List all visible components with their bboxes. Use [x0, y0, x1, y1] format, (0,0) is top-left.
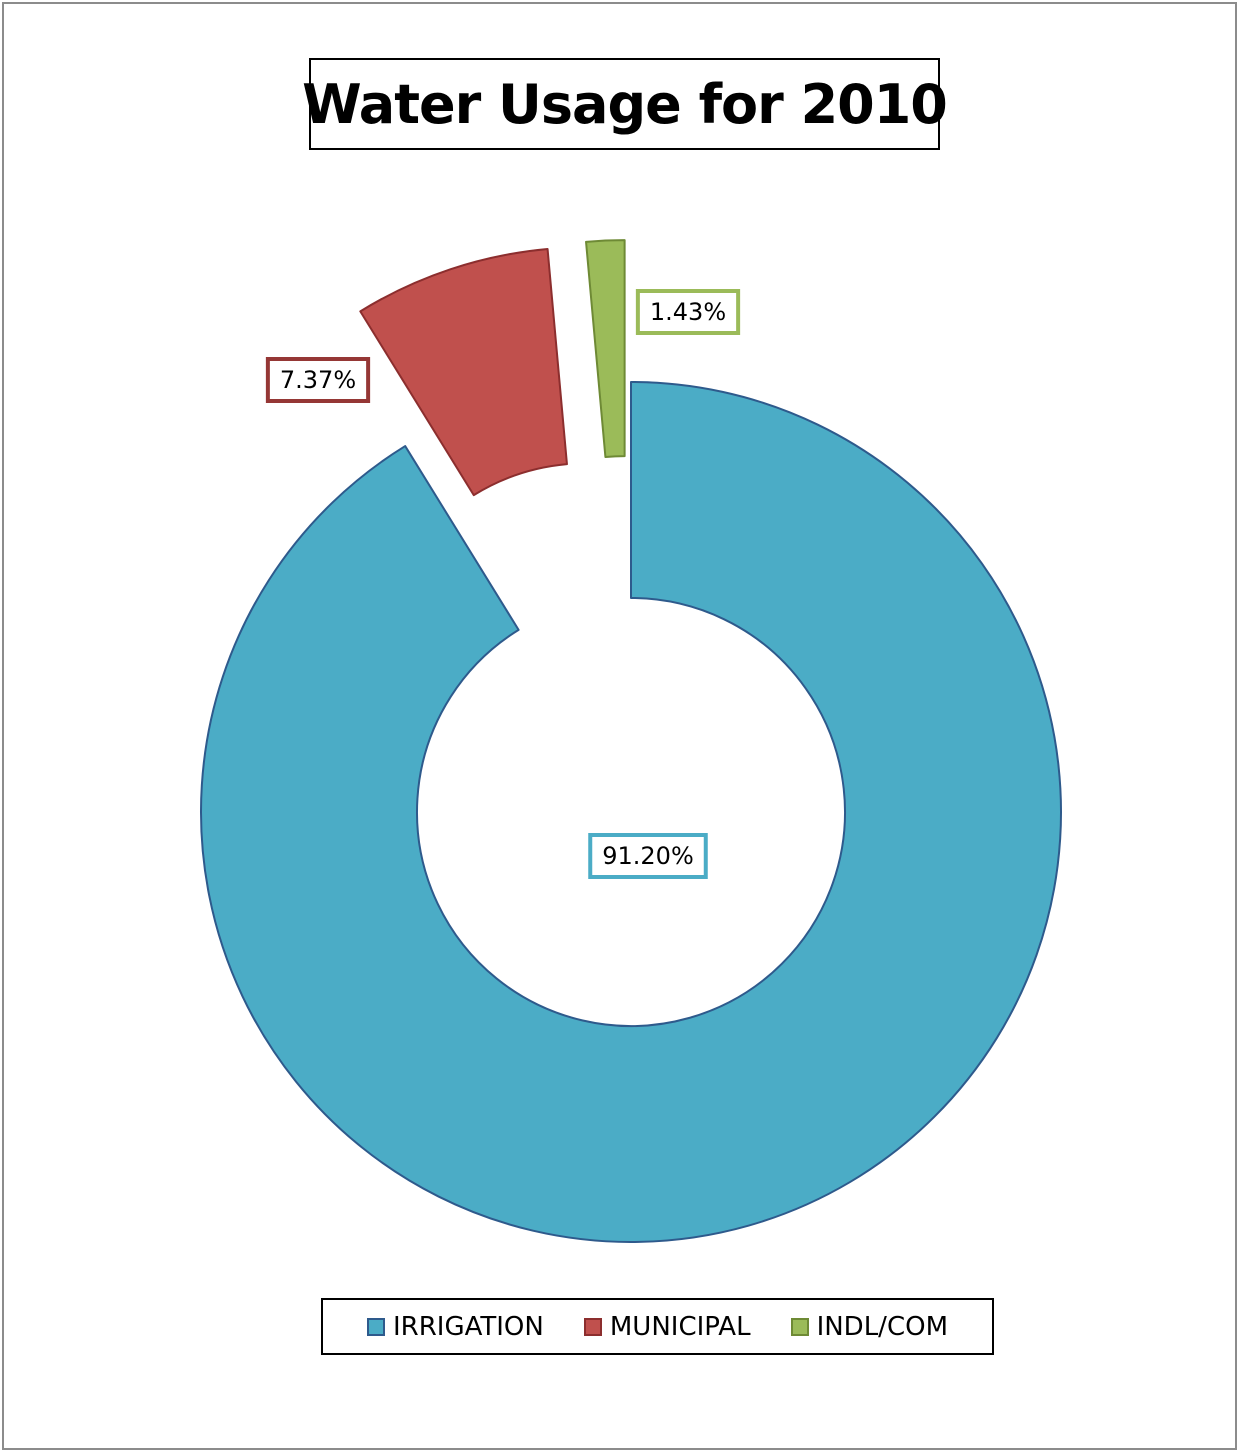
slice-municipal	[359, 248, 568, 497]
legend-label-indl-com: INDL/COM	[816, 1311, 948, 1342]
data-label-text-indl-com: 1.43%	[650, 298, 726, 326]
legend-swatch-municipal	[583, 1317, 602, 1336]
data-label-box-municipal	[265, 357, 371, 403]
slice-irrigation	[200, 381, 1062, 1243]
chart-title-box: Water Usage for 2010	[302, 58, 948, 150]
legend-item-municipal: MUNICIPAL	[583, 1311, 751, 1342]
data-label-text-municipal: 7.37%	[280, 366, 356, 394]
data-label-box-irrigation	[588, 833, 708, 879]
legend-item-irrigation: IRRIGATION	[367, 1312, 544, 1342]
legend-item-indl-com: INDL/COM	[790, 1311, 948, 1342]
data-label-municipal: 7.37%	[265, 357, 371, 403]
legend-label-irrigation: IRRIGATION	[393, 1311, 544, 1342]
legend-swatch-indl-com	[790, 1317, 809, 1336]
slice-indl-com	[585, 239, 626, 459]
chart-legend: IRRIGATION MUNICIPAL INDL/COM	[321, 1298, 994, 1355]
legend-label-municipal: MUNICIPAL	[609, 1311, 751, 1342]
data-label-indl-com: 1.43%	[635, 289, 741, 335]
data-label-text-irrigation: 91.20%	[602, 842, 694, 870]
data-label-box-indl-com	[635, 289, 741, 335]
legend-swatch-irrigation	[367, 1317, 385, 1336]
data-label-irrigation: 91.20%	[588, 833, 708, 879]
chart-title: Water Usage for 2010	[302, 72, 948, 136]
